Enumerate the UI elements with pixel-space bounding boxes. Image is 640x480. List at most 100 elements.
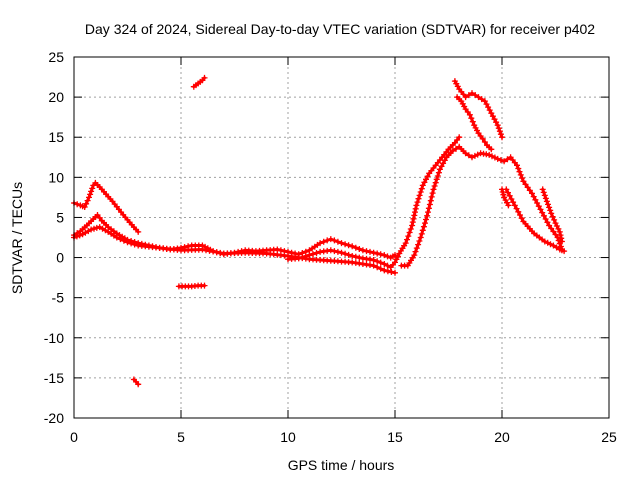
data-point	[420, 223, 427, 230]
data-point	[431, 183, 438, 189]
data-point	[474, 151, 481, 158]
data-point	[557, 232, 564, 239]
x-tick-label: 20	[494, 429, 510, 445]
data-point	[558, 235, 565, 242]
data-point	[120, 237, 127, 244]
data-point	[411, 252, 418, 259]
data-point	[478, 96, 485, 103]
x-tick-label: 15	[387, 429, 403, 445]
data-point	[548, 210, 555, 217]
data-point	[113, 234, 120, 241]
data-point	[74, 201, 81, 208]
data-point	[419, 182, 426, 189]
series-segment-high	[190, 74, 208, 90]
data-point	[486, 151, 493, 158]
y-tick-label: 0	[56, 250, 64, 266]
data-point	[199, 246, 206, 253]
data-point	[331, 248, 338, 255]
data-point	[331, 237, 338, 244]
data-point	[384, 262, 391, 269]
data-point	[465, 92, 472, 99]
series-track-g	[454, 94, 495, 153]
data-point	[481, 139, 488, 145]
data-point	[530, 193, 537, 200]
data-point	[558, 238, 565, 245]
data-point	[541, 238, 548, 245]
data-point	[418, 230, 425, 237]
data-point	[535, 203, 542, 210]
data-point	[540, 189, 547, 196]
data-point	[356, 246, 363, 252]
data-point	[338, 240, 345, 247]
data-point	[489, 153, 495, 160]
data-point	[542, 195, 549, 202]
data-point	[384, 268, 391, 275]
x-tick-label: 25	[601, 429, 617, 445]
data-point	[370, 249, 377, 256]
data-point	[435, 169, 442, 176]
data-point	[425, 205, 432, 212]
data-point	[88, 226, 95, 233]
data-point	[511, 202, 518, 209]
data-point	[553, 244, 560, 251]
data-point	[517, 212, 523, 218]
data-point	[501, 158, 508, 165]
data-point	[342, 250, 349, 257]
data-point	[416, 192, 423, 199]
data-point	[469, 118, 476, 125]
data-point	[494, 122, 501, 129]
data-point	[88, 188, 95, 195]
data-point	[370, 257, 377, 263]
data-point	[429, 190, 436, 197]
data-point	[381, 267, 388, 274]
data-point	[428, 193, 435, 200]
data-point	[453, 145, 459, 152]
data-point	[504, 156, 511, 163]
data-point	[411, 212, 418, 219]
data-point	[203, 247, 209, 254]
series-track-e	[398, 143, 565, 269]
data-point	[471, 152, 478, 159]
data-point	[124, 239, 131, 246]
data-point	[93, 224, 100, 231]
data-point	[545, 201, 551, 208]
data-point	[87, 191, 94, 198]
data-point	[388, 269, 395, 275]
data-point	[73, 233, 80, 240]
data-point	[210, 248, 217, 255]
data-point	[529, 190, 535, 197]
data-point	[128, 240, 135, 247]
data-point	[551, 216, 558, 223]
data-point	[433, 176, 440, 183]
y-axis-label: SDTVAR / TECUs	[9, 182, 25, 294]
data-point	[84, 197, 91, 204]
data-point	[515, 208, 522, 215]
series-track-a	[71, 179, 142, 235]
data-point	[479, 135, 486, 142]
data-point	[295, 255, 302, 262]
data-point	[327, 247, 334, 254]
data-point	[542, 216, 549, 222]
data-point	[402, 240, 409, 247]
data-point	[427, 197, 434, 204]
data-point	[377, 251, 384, 258]
series-line	[72, 181, 140, 234]
data-point	[409, 219, 416, 226]
y-tick-label: 15	[48, 129, 64, 145]
data-point	[532, 196, 539, 203]
data-point	[506, 192, 513, 199]
data-point	[516, 168, 523, 175]
data-point	[549, 213, 556, 220]
series-track-d	[285, 134, 463, 271]
data-point	[499, 189, 506, 195]
chart-title: Day 324 of 2024, Sidereal Day-to-day VTE…	[85, 21, 595, 37]
x-tick-label: 0	[70, 429, 78, 445]
data-point	[302, 253, 309, 260]
data-point	[349, 243, 356, 250]
y-tick-label: 20	[48, 89, 64, 105]
data-point	[505, 202, 512, 209]
data-point	[377, 265, 384, 272]
data-point	[462, 94, 469, 101]
